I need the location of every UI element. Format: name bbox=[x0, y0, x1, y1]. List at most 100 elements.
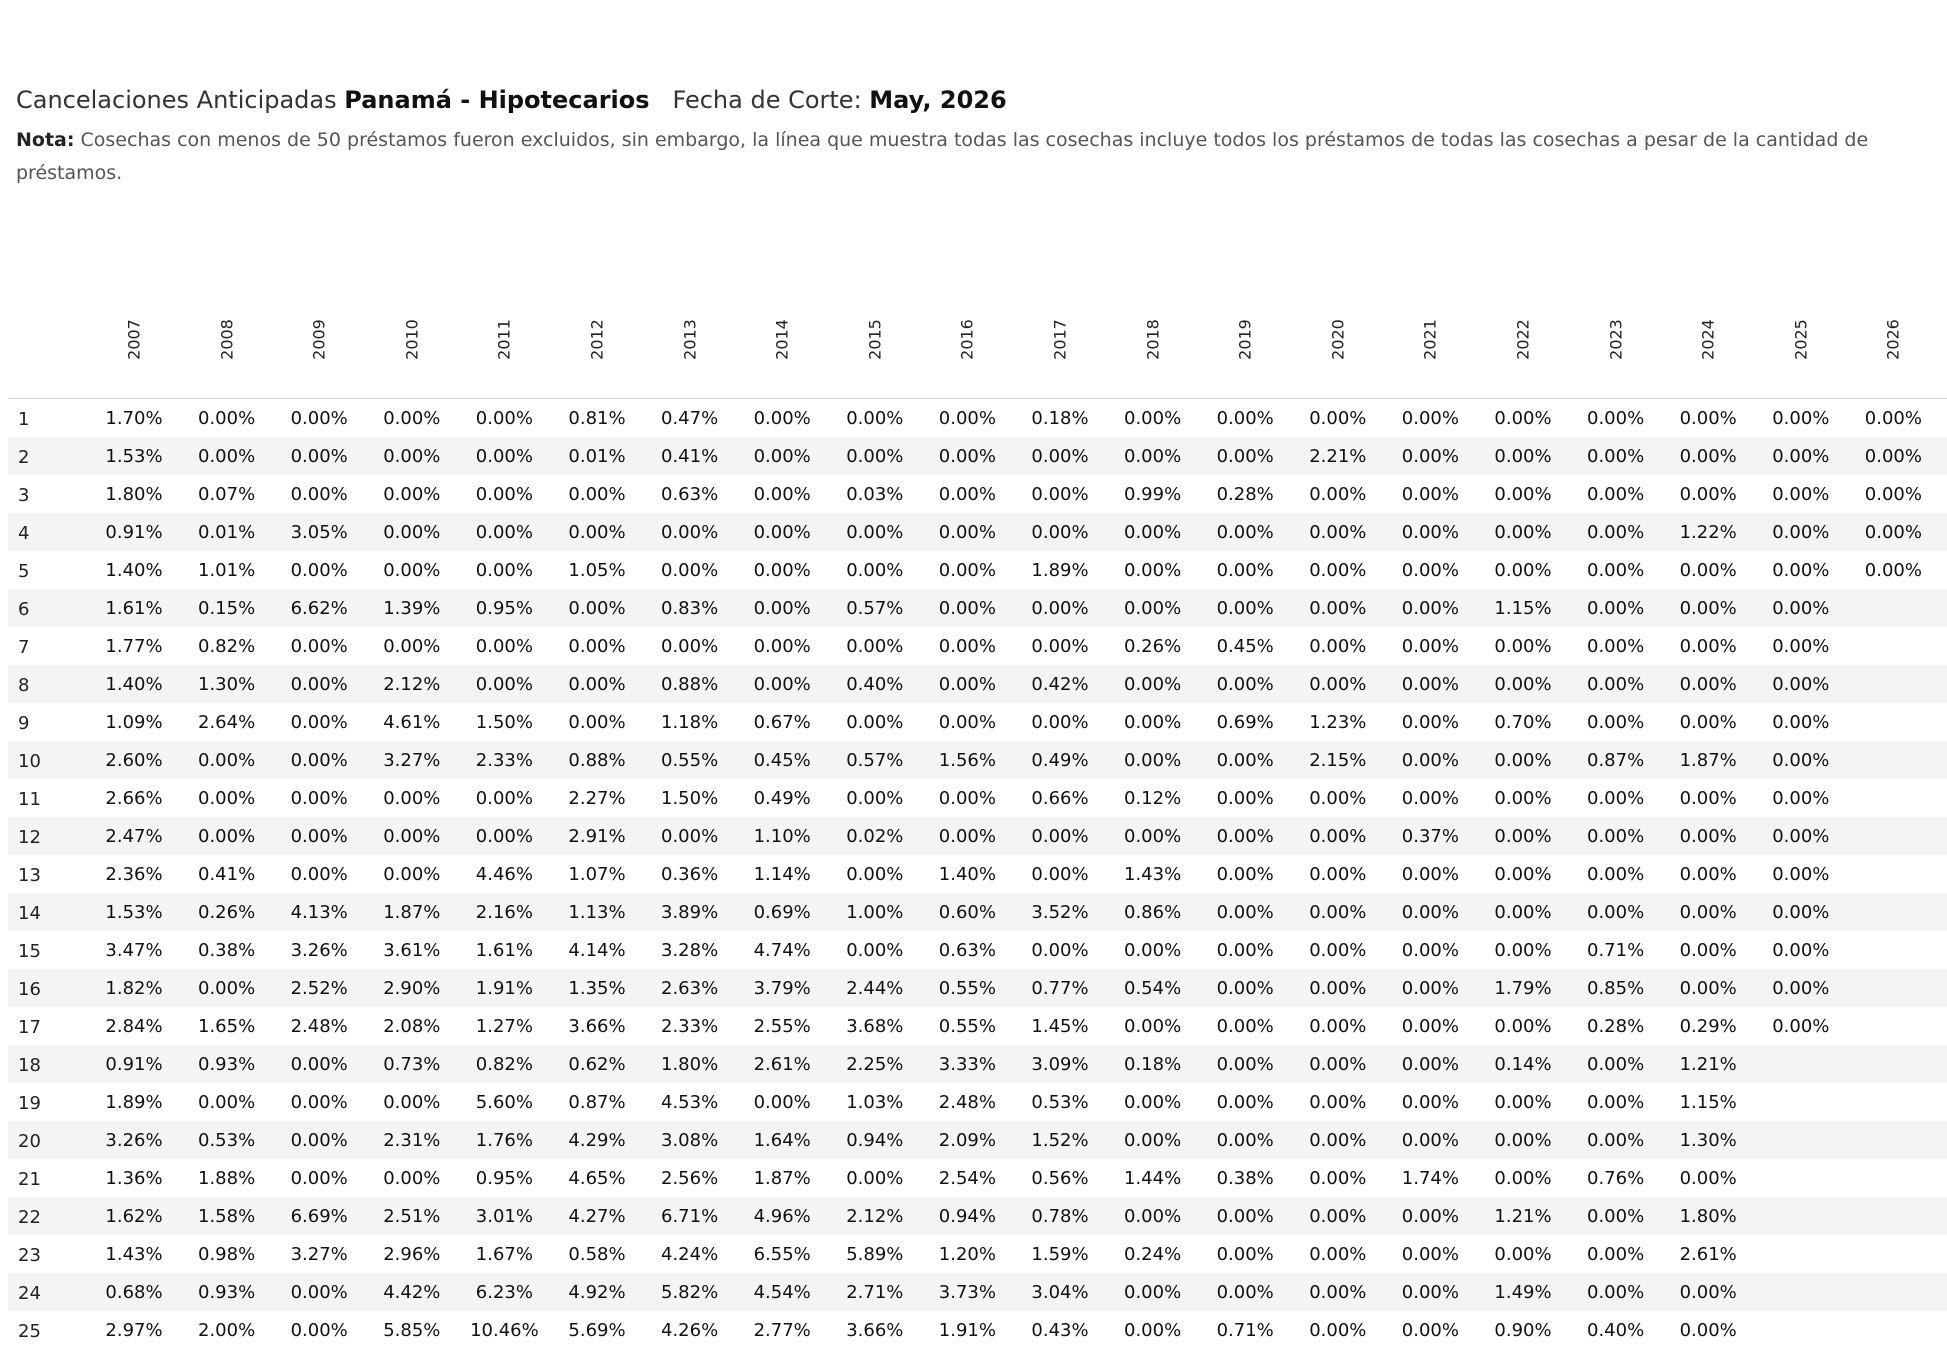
table-cell: 1.40% bbox=[105, 560, 163, 581]
table-cell: 1.14% bbox=[753, 864, 811, 885]
table-cell: 0.00% bbox=[753, 484, 811, 505]
table-cell: 4.14% bbox=[568, 940, 626, 961]
table-row: 22 1.62% 1.58% 6.69% 2.51% 3.01% 4.27% 6.71% 4.9… bbox=[8, 1197, 1947, 1235]
table-cell: 0.55% bbox=[661, 750, 719, 771]
table-cell: 0.57% bbox=[846, 598, 904, 619]
table-cell: 0.00% bbox=[198, 446, 256, 467]
table-cell: 2.51% bbox=[383, 1206, 441, 1227]
table-cell: 0.73% bbox=[383, 1054, 441, 1075]
table-cell: 0.47% bbox=[661, 408, 719, 429]
table-cell: 0.26% bbox=[198, 902, 256, 923]
table-cell: 1.89% bbox=[105, 1092, 163, 1113]
table-cell: 0.00% bbox=[1124, 446, 1182, 467]
table-cell: 4.24% bbox=[661, 1244, 719, 1265]
table-cell: 0.00% bbox=[1679, 864, 1737, 885]
table-cell: 1.56% bbox=[938, 750, 996, 771]
table-cell: 0.00% bbox=[1864, 522, 1922, 543]
table-cell: 1.59% bbox=[1031, 1244, 1089, 1265]
table-cell: 0.00% bbox=[475, 484, 533, 505]
table-cell: 0.00% bbox=[1401, 712, 1459, 733]
table-cell: 0.36% bbox=[661, 864, 719, 885]
table-cell: 0.82% bbox=[475, 1054, 533, 1075]
table-cell: 0.00% bbox=[1494, 750, 1552, 771]
table-cell: 0.00% bbox=[1124, 674, 1182, 695]
table-cell: 0.98% bbox=[198, 1244, 256, 1265]
table-cell: 0.00% bbox=[383, 1092, 441, 1113]
table-row: 3 1.80% 0.07% 0.00% 0.00% 0.00% 0.00% 0.63% 0.00… bbox=[8, 475, 1947, 513]
table-cell: 0.28% bbox=[1587, 1016, 1645, 1037]
table-cell: 0.00% bbox=[1864, 446, 1922, 467]
table-cell: 0.00% bbox=[1309, 560, 1367, 581]
table-cell: 1.01% bbox=[198, 560, 256, 581]
table-cell: 0.00% bbox=[1309, 1206, 1367, 1227]
row-label: 4 bbox=[18, 523, 30, 544]
table-cell: 0.00% bbox=[1216, 446, 1274, 467]
column-header-2015: 2015 bbox=[865, 319, 885, 360]
table-cell: 0.81% bbox=[568, 408, 626, 429]
table-cell: 1.91% bbox=[938, 1320, 996, 1341]
table-cell: 0.00% bbox=[1309, 1054, 1367, 1075]
table-cell: 0.00% bbox=[1309, 902, 1367, 923]
table-cell: 0.00% bbox=[1124, 598, 1182, 619]
table-cell: 1.52% bbox=[1031, 1130, 1089, 1151]
table-cell: 0.00% bbox=[1587, 1282, 1645, 1303]
table-cell: 0.00% bbox=[938, 598, 996, 619]
table-cell: 0.00% bbox=[1772, 902, 1830, 923]
table-cell: 0.76% bbox=[1587, 1168, 1645, 1189]
table-cell: 1.62% bbox=[105, 1206, 163, 1227]
table-cell: 0.45% bbox=[1216, 636, 1274, 657]
table-cell: 0.00% bbox=[1587, 408, 1645, 429]
table-cell: 1.80% bbox=[105, 484, 163, 505]
table-cell: 0.18% bbox=[1031, 408, 1089, 429]
table-cell: 1.15% bbox=[1494, 598, 1552, 619]
table-cell: 0.00% bbox=[1124, 560, 1182, 581]
table-cell: 0.00% bbox=[1772, 408, 1830, 429]
table-cell: 0.00% bbox=[1309, 1282, 1367, 1303]
table-cell: 0.00% bbox=[1401, 1320, 1459, 1341]
table-cell: 0.00% bbox=[1124, 1130, 1182, 1151]
table-cell: 0.00% bbox=[1494, 522, 1552, 543]
table-cell: 0.00% bbox=[1679, 1282, 1737, 1303]
table-cell: 2.63% bbox=[661, 978, 719, 999]
table-cell: 0.71% bbox=[1216, 1320, 1274, 1341]
table-row: 15 3.47% 0.38% 3.26% 3.61% 1.61% 4.14% 3.28% 4.7… bbox=[8, 931, 1947, 969]
table-cell: 0.00% bbox=[1216, 1054, 1274, 1075]
table-cell: 2.61% bbox=[753, 1054, 811, 1075]
table-cell: 0.00% bbox=[198, 408, 256, 429]
table-cell: 0.18% bbox=[1124, 1054, 1182, 1075]
table-cell: 0.00% bbox=[1494, 1016, 1552, 1037]
table-cell: 0.56% bbox=[1031, 1168, 1089, 1189]
table-cell: 0.00% bbox=[1216, 1016, 1274, 1037]
column-header-2020: 2020 bbox=[1328, 319, 1348, 360]
table-cell: 5.85% bbox=[383, 1320, 441, 1341]
table-cell: 0.00% bbox=[1401, 1054, 1459, 1075]
table-cell: 1.00% bbox=[846, 902, 904, 923]
table-cell: 0.45% bbox=[753, 750, 811, 771]
table-cell: 0.00% bbox=[290, 788, 348, 809]
table-cell: 0.87% bbox=[1587, 750, 1645, 771]
table-cell: 0.00% bbox=[1216, 902, 1274, 923]
table-row: 14 1.53% 0.26% 4.13% 1.87% 2.16% 1.13% 3.89% 0.6… bbox=[8, 893, 1947, 931]
table-cell: 0.00% bbox=[1587, 1054, 1645, 1075]
table-cell: 0.00% bbox=[475, 826, 533, 847]
table-cell: 0.00% bbox=[1772, 598, 1830, 619]
row-label: 15 bbox=[18, 941, 41, 962]
table-cell: 0.00% bbox=[1494, 902, 1552, 923]
table-cell: 0.00% bbox=[938, 408, 996, 429]
table-cell: 0.00% bbox=[1679, 788, 1737, 809]
table-cell: 0.42% bbox=[1031, 674, 1089, 695]
table-cell: 0.00% bbox=[290, 1282, 348, 1303]
table-cell: 0.57% bbox=[846, 750, 904, 771]
table-cell: 0.00% bbox=[1401, 598, 1459, 619]
table-cell: 0.40% bbox=[846, 674, 904, 695]
table-row: 8 1.40% 1.30% 0.00% 2.12% 0.00% 0.00% 0.88% 0.00… bbox=[8, 665, 1947, 703]
row-label: 9 bbox=[18, 713, 30, 734]
table-cell: 0.00% bbox=[938, 484, 996, 505]
table-cell: 2.09% bbox=[938, 1130, 996, 1151]
table-cell: 0.02% bbox=[846, 826, 904, 847]
table-cell: 2.31% bbox=[383, 1130, 441, 1151]
table-cell: 0.00% bbox=[198, 978, 256, 999]
table-cell: 0.00% bbox=[1587, 1092, 1645, 1113]
table-cell: 0.00% bbox=[1216, 560, 1274, 581]
table-cell: 0.26% bbox=[1124, 636, 1182, 657]
